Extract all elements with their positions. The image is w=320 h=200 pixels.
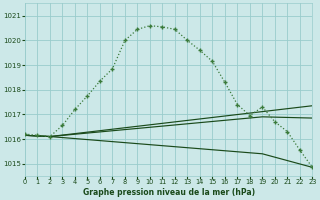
X-axis label: Graphe pression niveau de la mer (hPa): Graphe pression niveau de la mer (hPa) <box>83 188 255 197</box>
